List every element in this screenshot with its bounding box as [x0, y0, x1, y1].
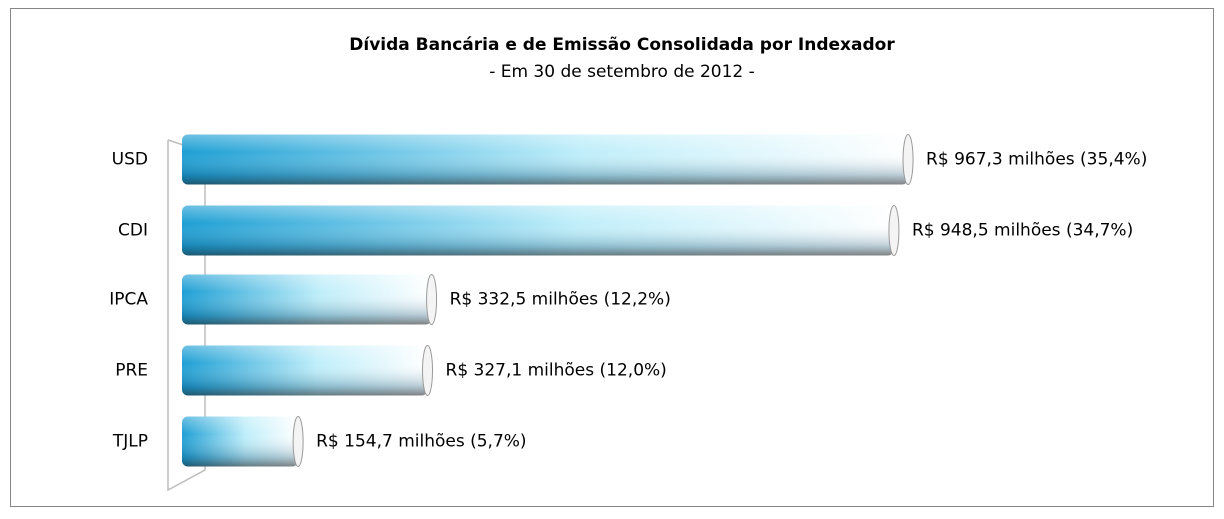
chart-title: Dívida Bancária e de Emissão Consolidada…: [349, 35, 895, 55]
y-tick-label: IPCA: [109, 290, 148, 310]
value-label: R$ 327,1 milhões (12,0%): [446, 361, 667, 381]
y-tick-label: USD: [112, 150, 148, 170]
bar: [182, 416, 304, 467]
y-tick-label: TJLP: [112, 432, 148, 452]
value-label: R$ 967,3 milhões (35,4%): [926, 150, 1147, 170]
bar: [182, 205, 900, 256]
value-label: R$ 332,5 milhões (12,2%): [450, 290, 671, 310]
y-tick-label: CDI: [118, 221, 148, 241]
bar: [182, 274, 438, 325]
y-tick-label: PRE: [115, 361, 148, 381]
chart-subtitle: - Em 30 de setembro de 2012 -: [489, 62, 755, 82]
bar: [182, 345, 434, 396]
bar: [182, 134, 914, 185]
value-label: R$ 154,7 milhões (5,7%): [316, 432, 526, 452]
value-label: R$ 948,5 milhões (34,7%): [912, 221, 1133, 241]
